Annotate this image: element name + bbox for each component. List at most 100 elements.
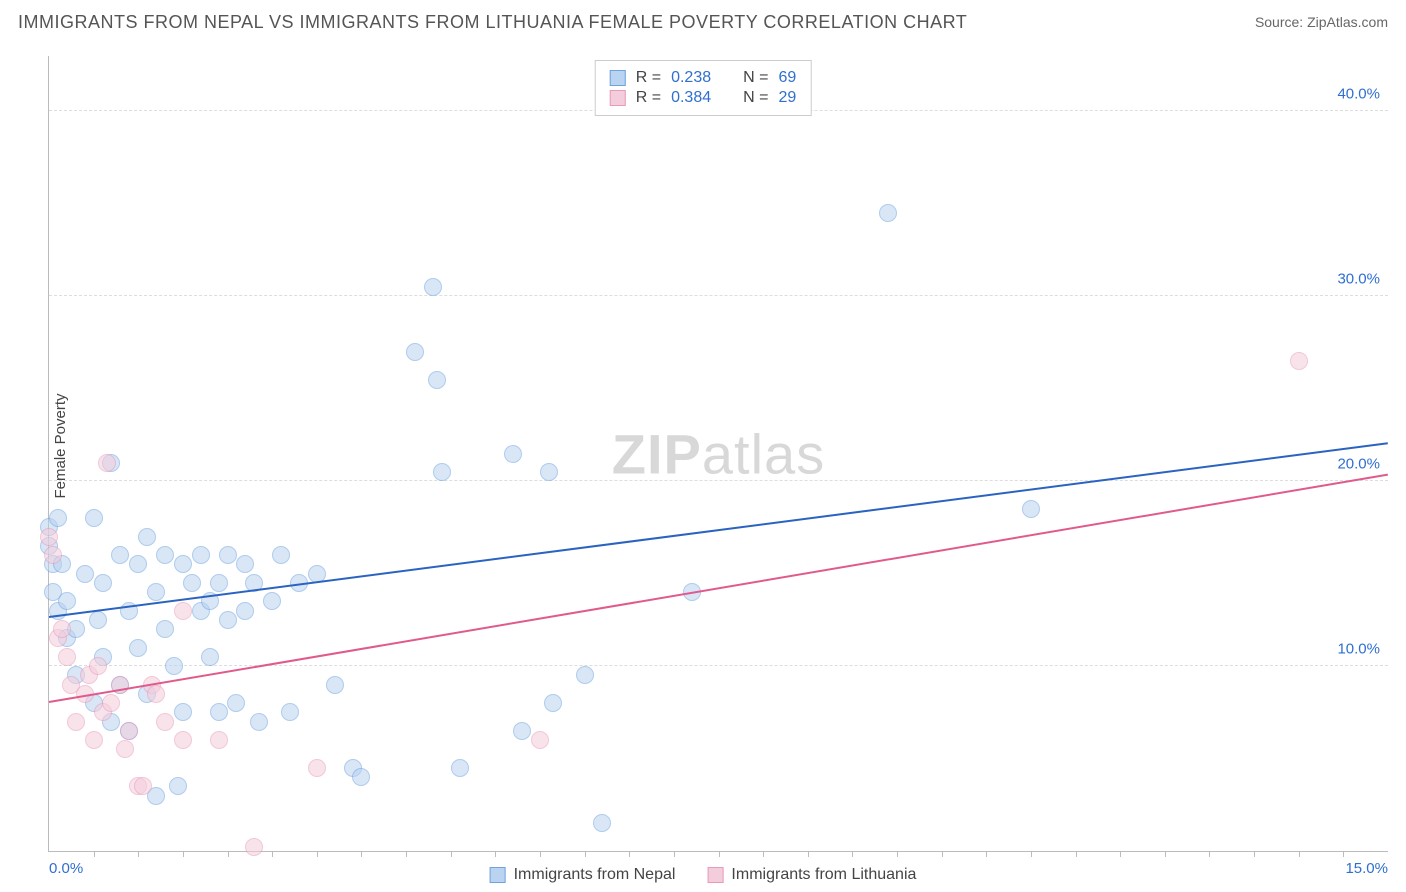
data-point bbox=[174, 703, 192, 721]
watermark-bold: ZIP bbox=[612, 422, 702, 485]
series-legend: Immigrants from Nepal Immigrants from Lit… bbox=[490, 866, 917, 884]
watermark-rest: atlas bbox=[702, 422, 825, 485]
data-point bbox=[210, 574, 228, 592]
data-point bbox=[85, 509, 103, 527]
data-point bbox=[424, 278, 442, 296]
x-tick bbox=[1165, 851, 1166, 857]
data-point bbox=[192, 546, 210, 564]
source-label: Source: bbox=[1255, 14, 1303, 30]
y-tick-label: 20.0% bbox=[1337, 456, 1380, 473]
data-point bbox=[85, 731, 103, 749]
data-point bbox=[174, 731, 192, 749]
watermark: ZIPatlas bbox=[612, 421, 825, 486]
x-tick bbox=[808, 851, 809, 857]
x-tick bbox=[228, 851, 229, 857]
data-point bbox=[219, 611, 237, 629]
x-tick-label: 15.0% bbox=[1345, 860, 1388, 877]
x-tick bbox=[1343, 851, 1344, 857]
stats-row: R =0.384N =29 bbox=[610, 89, 797, 107]
data-point bbox=[183, 574, 201, 592]
x-tick bbox=[1254, 851, 1255, 857]
x-tick bbox=[674, 851, 675, 857]
data-point bbox=[156, 713, 174, 731]
data-point bbox=[540, 463, 558, 481]
source-attribution: Source: ZipAtlas.com bbox=[1255, 14, 1388, 30]
legend-swatch bbox=[707, 867, 723, 883]
x-tick bbox=[94, 851, 95, 857]
data-point bbox=[76, 565, 94, 583]
data-point bbox=[138, 528, 156, 546]
data-point bbox=[94, 574, 112, 592]
data-point bbox=[250, 713, 268, 731]
data-point bbox=[98, 454, 116, 472]
data-point bbox=[352, 768, 370, 786]
n-value: 29 bbox=[778, 89, 796, 107]
x-tick bbox=[272, 851, 273, 857]
x-tick bbox=[495, 851, 496, 857]
data-point bbox=[451, 759, 469, 777]
n-label: N = bbox=[743, 89, 768, 107]
data-point bbox=[576, 666, 594, 684]
data-point bbox=[236, 555, 254, 573]
n-label: N = bbox=[743, 69, 768, 87]
x-tick bbox=[540, 851, 541, 857]
source-name: ZipAtlas.com bbox=[1307, 14, 1388, 30]
data-point bbox=[129, 555, 147, 573]
gridline bbox=[49, 295, 1388, 296]
data-point bbox=[227, 694, 245, 712]
data-point bbox=[245, 838, 263, 856]
data-point bbox=[49, 509, 67, 527]
data-point bbox=[406, 343, 424, 361]
x-tick-label: 0.0% bbox=[49, 860, 83, 877]
data-point bbox=[147, 685, 165, 703]
data-point bbox=[58, 592, 76, 610]
x-tick bbox=[942, 851, 943, 857]
x-tick bbox=[1031, 851, 1032, 857]
legend-swatch bbox=[610, 70, 626, 86]
stats-legend: R =0.238N =69R =0.384N =29 bbox=[595, 60, 812, 116]
x-tick bbox=[183, 851, 184, 857]
data-point bbox=[44, 546, 62, 564]
legend-swatch bbox=[610, 90, 626, 106]
x-tick bbox=[986, 851, 987, 857]
y-tick-label: 10.0% bbox=[1337, 641, 1380, 658]
legend-item: Immigrants from Lithuania bbox=[707, 866, 916, 884]
data-point bbox=[263, 592, 281, 610]
data-point bbox=[89, 657, 107, 675]
legend-label: Immigrants from Nepal bbox=[514, 866, 676, 884]
data-point bbox=[89, 611, 107, 629]
data-point bbox=[272, 546, 290, 564]
r-label: R = bbox=[636, 69, 661, 87]
data-point bbox=[102, 694, 120, 712]
x-tick bbox=[897, 851, 898, 857]
data-point bbox=[53, 620, 71, 638]
x-tick bbox=[763, 851, 764, 857]
x-tick bbox=[138, 851, 139, 857]
y-tick-label: 30.0% bbox=[1337, 271, 1380, 288]
data-point bbox=[544, 694, 562, 712]
gridline bbox=[49, 480, 1388, 481]
data-point bbox=[169, 777, 187, 795]
data-point bbox=[513, 722, 531, 740]
chart-title: IMMIGRANTS FROM NEPAL VS IMMIGRANTS FROM… bbox=[18, 12, 967, 33]
r-value: 0.238 bbox=[671, 69, 711, 87]
data-point bbox=[281, 703, 299, 721]
trend-line bbox=[49, 442, 1388, 618]
data-point bbox=[111, 546, 129, 564]
data-point bbox=[120, 722, 138, 740]
r-value: 0.384 bbox=[671, 89, 711, 107]
x-tick bbox=[451, 851, 452, 857]
legend-item: Immigrants from Nepal bbox=[490, 866, 676, 884]
legend-label: Immigrants from Lithuania bbox=[731, 866, 916, 884]
x-tick bbox=[406, 851, 407, 857]
data-point bbox=[531, 731, 549, 749]
scatter-chart: ZIPatlas 10.0%20.0%30.0%40.0%0.0%15.0% bbox=[48, 56, 1388, 852]
data-point bbox=[326, 676, 344, 694]
data-point bbox=[58, 648, 76, 666]
x-tick bbox=[361, 851, 362, 857]
data-point bbox=[433, 463, 451, 481]
x-tick bbox=[719, 851, 720, 857]
data-point bbox=[236, 602, 254, 620]
data-point bbox=[174, 602, 192, 620]
x-tick bbox=[852, 851, 853, 857]
